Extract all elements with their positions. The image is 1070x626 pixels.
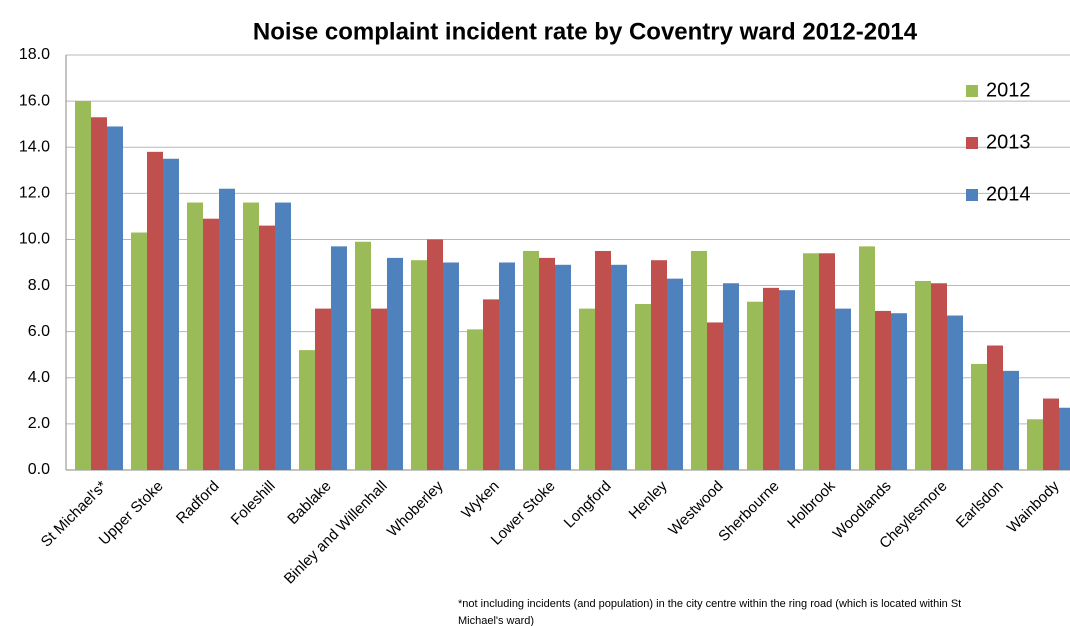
bar	[187, 202, 203, 471]
x-tick-label: Sherbourne	[715, 478, 782, 545]
bar	[931, 283, 947, 470]
x-tick-label: Radford	[173, 478, 223, 528]
bar	[499, 262, 515, 470]
bar	[275, 202, 291, 471]
bar	[163, 158, 179, 470]
x-tick-label: Wainbody	[1004, 477, 1063, 536]
bar	[299, 350, 315, 470]
bar	[539, 257, 555, 470]
y-tick-label: 14.0	[19, 138, 50, 155]
bar	[803, 253, 819, 470]
bar	[1059, 407, 1070, 470]
bar	[987, 345, 1003, 470]
bar	[691, 250, 707, 470]
legend-swatch	[966, 137, 978, 149]
bar	[635, 304, 651, 470]
bar	[203, 218, 219, 470]
footnote: *not including incidents (and population…	[458, 598, 961, 610]
bar	[579, 308, 595, 470]
bar	[331, 246, 347, 470]
bar	[859, 246, 875, 470]
y-tick-label: 8.0	[28, 277, 50, 294]
y-tick-label: 16.0	[19, 92, 50, 109]
bar	[819, 253, 835, 470]
bar	[387, 257, 403, 470]
bar	[707, 322, 723, 470]
bar	[723, 283, 739, 470]
bar	[243, 202, 259, 471]
bar	[443, 262, 459, 470]
bar	[835, 308, 851, 470]
bar	[779, 290, 795, 470]
x-tick-label: Earlsdon	[953, 478, 1007, 532]
x-tick-label: Holbrook	[784, 477, 839, 532]
bar	[651, 260, 667, 470]
bar	[611, 264, 627, 470]
x-tick-label: Henley	[626, 477, 671, 522]
bar	[259, 225, 275, 470]
x-tick-label: Wyken	[458, 478, 502, 522]
y-tick-label: 18.0	[19, 46, 50, 63]
legend-label: 2012	[986, 79, 1031, 101]
bar	[219, 188, 235, 470]
y-tick-label: 6.0	[28, 323, 50, 340]
bar	[483, 299, 499, 470]
y-tick-label: 2.0	[28, 415, 50, 432]
chart-title: Noise complaint incident rate by Coventr…	[253, 18, 918, 45]
bar	[747, 301, 763, 470]
bar	[595, 250, 611, 470]
bar	[1003, 370, 1019, 470]
legend-swatch	[966, 85, 978, 97]
bar	[667, 278, 683, 470]
bar	[315, 308, 331, 470]
bar	[355, 241, 371, 470]
bar	[467, 329, 483, 470]
x-tick-label: Binley and Willenhall	[281, 478, 391, 588]
bar	[411, 260, 427, 470]
bar	[427, 239, 443, 470]
y-tick-label: 0.0	[28, 461, 50, 478]
bar	[763, 287, 779, 470]
bar	[107, 126, 123, 470]
bar	[371, 308, 387, 470]
bar	[75, 101, 91, 470]
bar	[131, 232, 147, 470]
bar	[875, 310, 891, 470]
x-tick-label: Longford	[561, 478, 615, 532]
bar	[891, 313, 907, 470]
bar	[971, 363, 987, 470]
x-tick-label: Foleshill	[228, 478, 279, 529]
y-tick-label: 4.0	[28, 369, 50, 386]
x-tick-label: Whoberley	[384, 477, 447, 540]
legend-label: 2014	[986, 183, 1031, 205]
bar	[915, 280, 931, 470]
bar	[555, 264, 571, 470]
x-tick-label: Bablake	[284, 478, 334, 528]
legend-label: 2013	[986, 131, 1031, 153]
bar	[1043, 398, 1059, 470]
y-tick-label: 12.0	[19, 185, 50, 202]
y-tick-label: 10.0	[19, 231, 50, 248]
bar	[91, 117, 107, 470]
legend-swatch	[966, 189, 978, 201]
bar	[147, 151, 163, 471]
bar	[947, 315, 963, 470]
bar	[1027, 419, 1043, 470]
bar	[523, 250, 539, 470]
footnote: Michael's ward)	[458, 615, 534, 626]
